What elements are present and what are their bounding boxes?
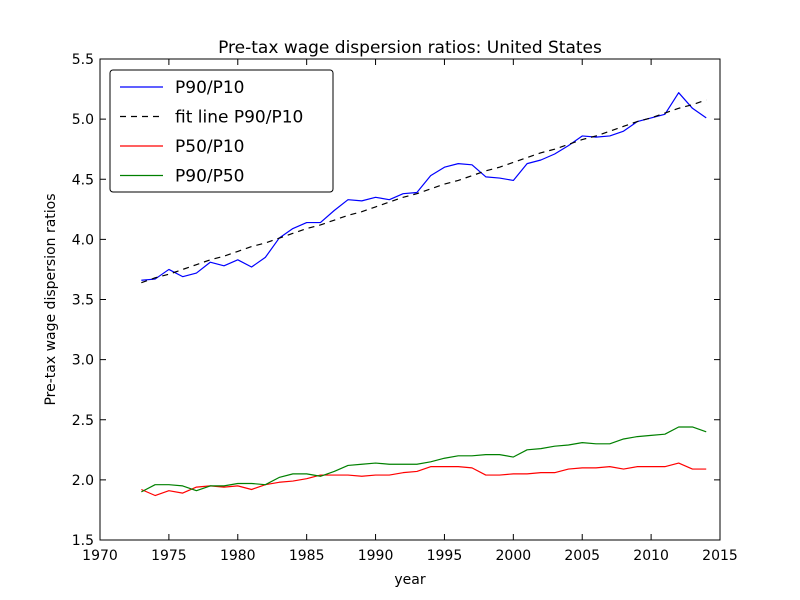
chart-title: Pre-tax wage dispersion ratios: United S… bbox=[218, 38, 602, 58]
y-tick-label: 5.5 bbox=[72, 52, 94, 68]
legend-label-fit-line-p90-p10: fit line P90/P10 bbox=[175, 108, 303, 128]
series-line-p90-p10 bbox=[141, 92, 707, 281]
y-tick-label: 2.5 bbox=[72, 413, 94, 429]
y-axis-label: Pre-tax wage dispersion ratios bbox=[43, 193, 59, 405]
y-tick-label: 4.5 bbox=[72, 172, 94, 188]
y-tick-label: 5.0 bbox=[72, 112, 94, 128]
x-axis-label: year bbox=[394, 572, 425, 588]
x-tick-label: 1970 bbox=[82, 548, 118, 564]
legend: P90/P10 fit line P90/P10 P50/P10 P90/P50 bbox=[109, 69, 334, 193]
x-tick-label: 1980 bbox=[220, 548, 256, 564]
x-tick-label: 2010 bbox=[633, 548, 669, 564]
x-tick-label: 1995 bbox=[427, 548, 463, 564]
x-axis-ticks: 1970 1975 1980 1985 1990 1995 2000 2005 2010 2015 bbox=[82, 59, 738, 564]
series-line-p90-p50 bbox=[141, 426, 707, 493]
legend-label-p90-p50: P90/P50 bbox=[175, 167, 245, 187]
x-tick-label: 2000 bbox=[496, 548, 532, 564]
x-tick-label: 2015 bbox=[702, 548, 738, 564]
legend-frame bbox=[109, 69, 334, 193]
y-tick-label: 3.5 bbox=[72, 293, 94, 309]
y-axis-ticks: 1.5 2.0 2.5 3.0 3.5 4.0 4.5 5.0 5.5 bbox=[72, 52, 720, 549]
y-tick-label: 3.0 bbox=[72, 353, 94, 369]
y-tick-label: 1.5 bbox=[72, 533, 94, 549]
legend-entry-p90-p10: P90/P10 bbox=[120, 78, 245, 98]
legend-entries: P90/P10 fit line P90/P10 P50/P10 P90/P50 bbox=[120, 78, 303, 187]
legend-label-p50-p10: P50/P10 bbox=[175, 137, 245, 157]
series-layer bbox=[141, 92, 707, 497]
legend-entry-fit-line-p90-p10: fit line P90/P10 bbox=[120, 108, 303, 128]
x-tick-label: 1990 bbox=[358, 548, 394, 564]
series-line-p50-p10 bbox=[141, 462, 707, 497]
x-tick-label: 1985 bbox=[289, 548, 325, 564]
y-tick-label: 2.0 bbox=[72, 473, 94, 489]
legend-label-p90-p10: P90/P10 bbox=[175, 78, 245, 98]
x-tick-label: 1975 bbox=[151, 548, 187, 564]
y-tick-label: 4.0 bbox=[72, 232, 94, 248]
legend-entry-p90-p50: P90/P50 bbox=[120, 167, 245, 187]
series-line-fit-line-p90-p10 bbox=[141, 99, 707, 284]
legend-entry-p50-p10: P50/P10 bbox=[120, 137, 245, 157]
x-tick-label: 2005 bbox=[564, 548, 600, 564]
